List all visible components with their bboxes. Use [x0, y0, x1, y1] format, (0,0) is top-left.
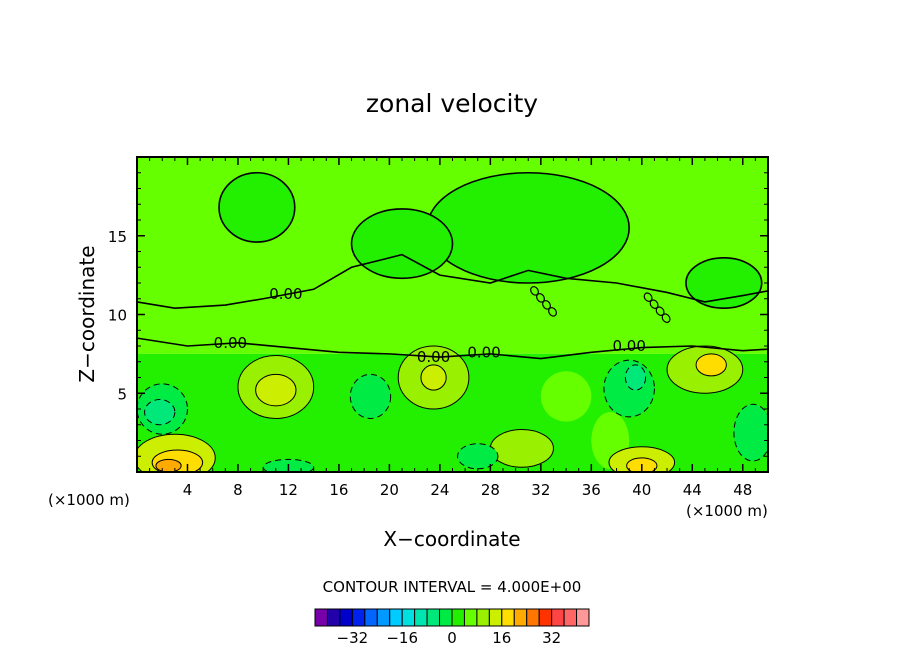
colorbar-ticks: −32 −16 0 16 32	[337, 629, 562, 647]
colorbar-swatch-5	[376, 608, 391, 627]
contour-region-4	[350, 208, 454, 280]
colorbar-swatch-1	[326, 608, 341, 627]
contour-label-3: 0.00	[467, 343, 500, 361]
contour-region-17	[155, 458, 182, 472]
colorbar-swatch-19	[551, 608, 565, 627]
x-tick-label-10: 44	[683, 481, 702, 499]
colorbar	[314, 608, 590, 627]
colorbar-tick-label-2: 0	[447, 629, 457, 647]
colorbar-swatch-18	[538, 608, 553, 627]
y-axis-label: Z−coordinate	[75, 245, 99, 382]
colorbar-swatch-7	[401, 608, 416, 627]
contour-region-9	[420, 364, 447, 391]
colorbar-swatch-0	[314, 608, 328, 627]
y-axis-ticks: 5 10 15	[108, 172, 768, 457]
contour-region-13	[489, 428, 554, 468]
contour-label-2: 0.00	[417, 348, 450, 366]
colorbar-swatch-13	[476, 608, 490, 627]
x-origin-unit-label: (×1000 m)	[48, 491, 130, 509]
contour-region-11	[695, 353, 727, 377]
contour-region-22	[349, 373, 392, 419]
contour-region-21	[144, 399, 176, 426]
contour-label-4: 0.00	[612, 337, 645, 355]
contour-field	[137, 157, 768, 472]
colorbar-swatch-20	[563, 608, 578, 627]
contour-region-24	[624, 364, 647, 391]
x-axis-label: X−coordinate	[383, 527, 520, 551]
contour-region-25	[457, 443, 499, 470]
colorbar-tick-label-4: 32	[542, 629, 561, 647]
contour-region-7	[255, 373, 297, 407]
y-tick-label-2: 15	[108, 228, 127, 246]
x-tick-label-3: 16	[329, 481, 348, 499]
colorbar-tick-label-0: −32	[337, 629, 369, 647]
x-tick-label-4: 20	[380, 481, 399, 499]
zero-contour-lower	[137, 337, 768, 360]
colorbar-swatch-2	[339, 608, 353, 627]
colorbar-tick-label-1: −16	[386, 629, 418, 647]
x-axis-ticks: 4 8 12 16 20 24 28 32 36 40 44 48	[149, 157, 756, 499]
colorbar-swatch-10	[439, 608, 453, 627]
colorbar-swatch-14	[488, 608, 503, 627]
contour-region-1	[218, 171, 296, 243]
chart-title: zonal velocity	[366, 89, 538, 118]
y-tick-label-0: 5	[117, 385, 127, 403]
x-tick-label-6: 28	[481, 481, 500, 499]
colorbar-swatch-9	[426, 608, 441, 627]
colorbar-swatch-12	[463, 608, 478, 627]
contour-diag-label-1-glyph-3	[661, 313, 671, 323]
colorbar-swatch-4	[364, 608, 378, 627]
x-tick-label-9: 40	[632, 481, 651, 499]
colorbar-swatch-11	[451, 608, 465, 627]
contour-labels: 0.00 0.00 0.00 0.00 0.00	[214, 285, 671, 366]
x-axis-unit-label: (×1000 m)	[686, 502, 768, 520]
colorbar-swatch-17	[526, 608, 540, 627]
x-tick-label-8: 36	[582, 481, 601, 499]
contour-diag-label-0-glyph-3	[548, 307, 557, 317]
contour-region-12	[540, 371, 592, 422]
colorbar-swatch-3	[351, 608, 366, 627]
colorbar-tick-label-3: 16	[492, 629, 511, 647]
colorbar-swatch-15	[501, 608, 515, 627]
x-tick-label-0: 4	[183, 481, 193, 499]
contour-region-2	[426, 171, 630, 284]
colorbar-swatch-16	[513, 608, 528, 627]
contour-label-1: 0.00	[214, 334, 247, 352]
colorbar-swatch-21	[576, 608, 590, 627]
y-tick-label-1: 10	[108, 307, 127, 325]
contour-region-26	[733, 403, 768, 462]
colorbar-swatch-6	[389, 608, 403, 627]
x-tick-label-2: 12	[279, 481, 298, 499]
x-tick-label-11: 48	[733, 481, 752, 499]
contour-label-0: 0.00	[269, 285, 302, 303]
x-tick-label-7: 32	[531, 481, 550, 499]
x-tick-label-1: 8	[233, 481, 243, 499]
x-tick-label-5: 24	[430, 481, 449, 499]
zero-contour-upper	[137, 253, 768, 310]
contour-interval-label: CONTOUR INTERVAL = 4.000E+00	[323, 578, 582, 596]
colorbar-swatch-8	[414, 608, 428, 627]
